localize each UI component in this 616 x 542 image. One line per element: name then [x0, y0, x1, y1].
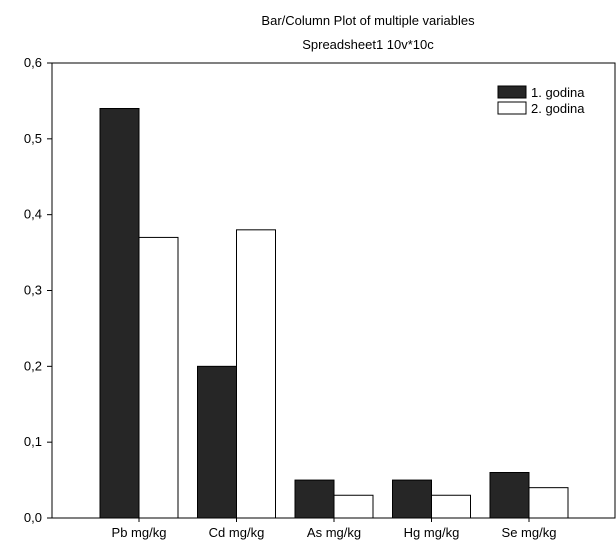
bar-series-2 [333, 494, 374, 519]
y-tick-label: 0,4 [24, 207, 42, 222]
x-axis: Pb mg/kg Cd mg/kg As mg/kg Hg mg/kg Se mg/kg [112, 518, 557, 540]
bar-series-2 [138, 236, 179, 519]
y-tick-label: 0,2 [24, 358, 42, 373]
y-axis: 0,0 0,1 0,2 0,3 0,4 0,5 0,6 [24, 55, 52, 525]
bar-series-1 [294, 479, 335, 519]
y-tick-label: 0,6 [24, 55, 42, 70]
legend-label: 1. godina [531, 85, 585, 100]
bar-series-1 [392, 479, 432, 519]
bar-series-2 [528, 487, 569, 519]
chart-title: Bar/Column Plot of multiple variables [261, 13, 475, 28]
bar-series-1 [99, 108, 140, 519]
chart-subtitle: Spreadsheet1 10v*10c [302, 37, 434, 52]
y-tick-label: 0,5 [24, 131, 42, 146]
x-tick-label: As mg/kg [307, 525, 361, 540]
y-tick-label: 0,3 [24, 283, 42, 298]
legend-label: 2. godina [531, 101, 585, 116]
x-tick-label: Hg mg/kg [404, 525, 460, 540]
x-tick-label: Pb mg/kg [112, 525, 167, 540]
bar-series-1 [197, 365, 237, 519]
y-tick-label: 0,0 [24, 510, 42, 525]
x-tick-label: Se mg/kg [502, 525, 557, 540]
x-tick-label: Cd mg/kg [209, 525, 265, 540]
legend-swatch [497, 85, 527, 99]
bar-series-2 [431, 494, 471, 519]
legend-swatch [497, 101, 527, 115]
bar-series-2 [236, 229, 276, 519]
bar-series-1 [489, 472, 530, 519]
y-tick-label: 0,1 [24, 434, 42, 449]
bars [99, 108, 569, 519]
